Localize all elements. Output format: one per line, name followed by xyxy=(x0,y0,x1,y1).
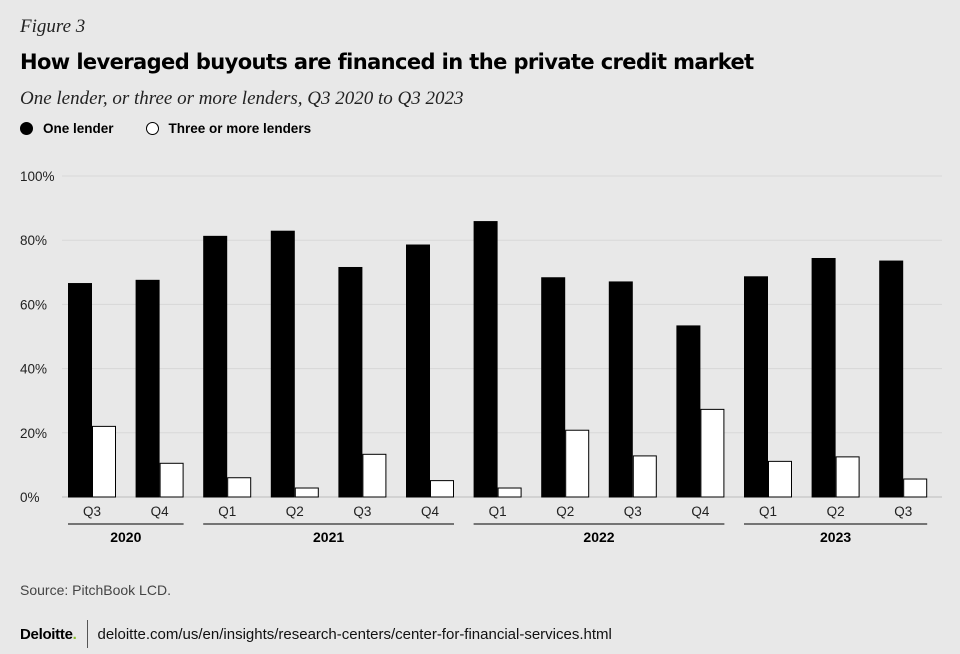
legend-label-one-lender: One lender xyxy=(43,121,114,136)
x-tick-label: Q3 xyxy=(624,504,642,519)
bar-one-lender xyxy=(541,277,566,498)
bar-one-lender xyxy=(811,257,836,498)
bar-three-or-more-lenders xyxy=(294,487,319,498)
chart-legend: One lender Three or more lenders xyxy=(20,121,343,136)
bar-three-or-more-lenders xyxy=(362,453,387,498)
y-tick-label: 0% xyxy=(20,490,40,505)
bar-three-or-more-lenders xyxy=(92,425,116,498)
x-tick-label: Q2 xyxy=(827,504,845,519)
bar-one-lender xyxy=(608,281,633,498)
year-groups: 2020 2021 2022 2023 xyxy=(68,523,928,545)
x-tick-label: Q2 xyxy=(286,504,304,519)
year-group-label: 2020 xyxy=(110,529,141,545)
bar-three-or-more-lenders xyxy=(430,480,454,498)
deloitte-logo: Deloitte. xyxy=(20,625,77,643)
bar-one-lender xyxy=(68,283,92,498)
chart-title: How leveraged buyouts are financed in th… xyxy=(20,50,754,74)
year-group-label: 2023 xyxy=(820,529,851,545)
bar-three-or-more-lenders xyxy=(497,487,522,498)
bars xyxy=(68,221,928,498)
legend-swatch-three-or-more xyxy=(145,122,159,135)
bar-one-lender xyxy=(270,230,295,498)
x-axis-ticks: Q3 Q4 Q1 Q2 Q3 Q4 Q1 Q2 Q3 Q4 Q1 Q2 Q3 xyxy=(83,504,912,519)
bar-three-or-more-lenders xyxy=(903,478,928,498)
year-group-label: 2021 xyxy=(313,529,344,545)
legend-label-three-or-more: Three or more lenders xyxy=(168,121,312,136)
y-axis-ticks: 0% 20% 40% 60% 80% 100% xyxy=(20,169,55,505)
footer-divider xyxy=(87,620,89,648)
bar-three-or-more-lenders xyxy=(632,455,657,498)
bar-one-lender xyxy=(338,266,363,498)
bar-one-lender xyxy=(406,244,430,498)
y-tick-label: 40% xyxy=(20,362,47,377)
bar-one-lender xyxy=(879,260,904,498)
source-note: Source: PitchBook LCD. xyxy=(20,582,171,598)
bar-chart: 0%20%40%60%80%100% Q3 Q4 Q1 Q2 Q3 Q4 Q1 Q2 Q3 Q4 Q… xyxy=(20,169,942,545)
year-group-label: 2022 xyxy=(583,529,614,545)
bar-three-or-more-lenders xyxy=(835,456,860,498)
x-tick-label: Q4 xyxy=(691,504,710,519)
y-tick-label: 80% xyxy=(20,233,47,248)
x-tick-label: Q4 xyxy=(151,504,170,519)
y-tick-label: 60% xyxy=(20,297,47,312)
bar-one-lender xyxy=(676,325,701,498)
legend-item-one-lender: One lender xyxy=(20,121,114,136)
bar-one-lender xyxy=(135,279,160,498)
x-tick-label: Q1 xyxy=(218,504,236,519)
bar-one-lender xyxy=(744,276,768,498)
bar-three-or-more-lenders xyxy=(565,429,590,498)
y-tick-label: 100% xyxy=(20,169,55,184)
chart-subtitle: One lender, or three or more lenders, Q3… xyxy=(20,88,464,109)
x-tick-label: Q2 xyxy=(556,504,574,519)
y-tick-label: 20% xyxy=(20,426,47,441)
bar-one-lender xyxy=(473,221,498,498)
footer: Deloitte. deloitte.com/us/en/insights/re… xyxy=(20,620,612,648)
x-tick-label: Q3 xyxy=(353,504,371,519)
bar-three-or-more-lenders xyxy=(700,408,725,498)
bar-three-or-more-lenders xyxy=(768,460,792,498)
bar-one-lender xyxy=(203,235,228,498)
figure-label: Figure 3 xyxy=(20,16,86,37)
bar-three-or-more-lenders xyxy=(227,477,252,498)
bar-three-or-more-lenders xyxy=(159,462,184,498)
x-tick-label: Q4 xyxy=(421,504,440,519)
x-tick-label: Q3 xyxy=(894,504,912,519)
legend-item-three-or-more: Three or more lenders xyxy=(145,121,312,136)
x-tick-label: Q1 xyxy=(489,504,507,519)
legend-swatch-one-lender xyxy=(20,122,33,135)
x-tick-label: Q3 xyxy=(83,504,101,519)
grid-lines xyxy=(62,175,942,498)
footer-url[interactable]: deloitte.com/us/en/insights/research-cen… xyxy=(97,625,612,643)
x-tick-label: Q1 xyxy=(759,504,777,519)
